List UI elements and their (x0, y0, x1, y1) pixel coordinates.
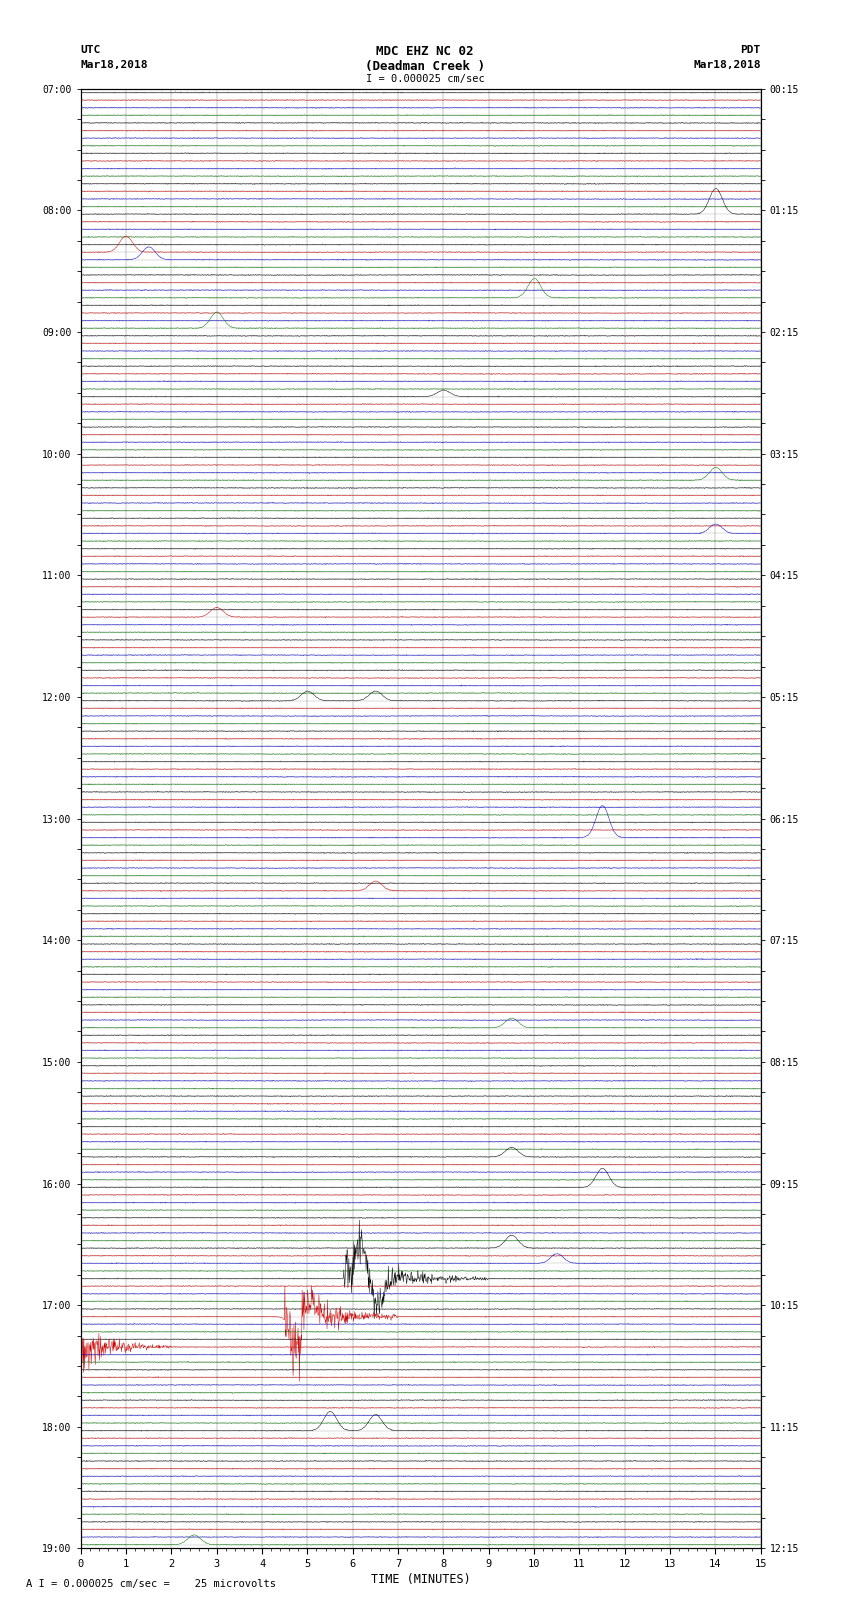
Text: Mar18,2018: Mar18,2018 (81, 60, 148, 69)
Text: Mar18,2018: Mar18,2018 (694, 60, 761, 69)
Text: (Deadman Creek ): (Deadman Creek ) (365, 60, 485, 73)
Text: A I = 0.000025 cm/sec =    25 microvolts: A I = 0.000025 cm/sec = 25 microvolts (26, 1579, 275, 1589)
X-axis label: TIME (MINUTES): TIME (MINUTES) (371, 1573, 471, 1586)
Text: PDT: PDT (740, 45, 761, 55)
Text: UTC: UTC (81, 45, 101, 55)
Text: MDC EHZ NC 02: MDC EHZ NC 02 (377, 45, 473, 58)
Text: I = 0.000025 cm/sec: I = 0.000025 cm/sec (366, 74, 484, 84)
